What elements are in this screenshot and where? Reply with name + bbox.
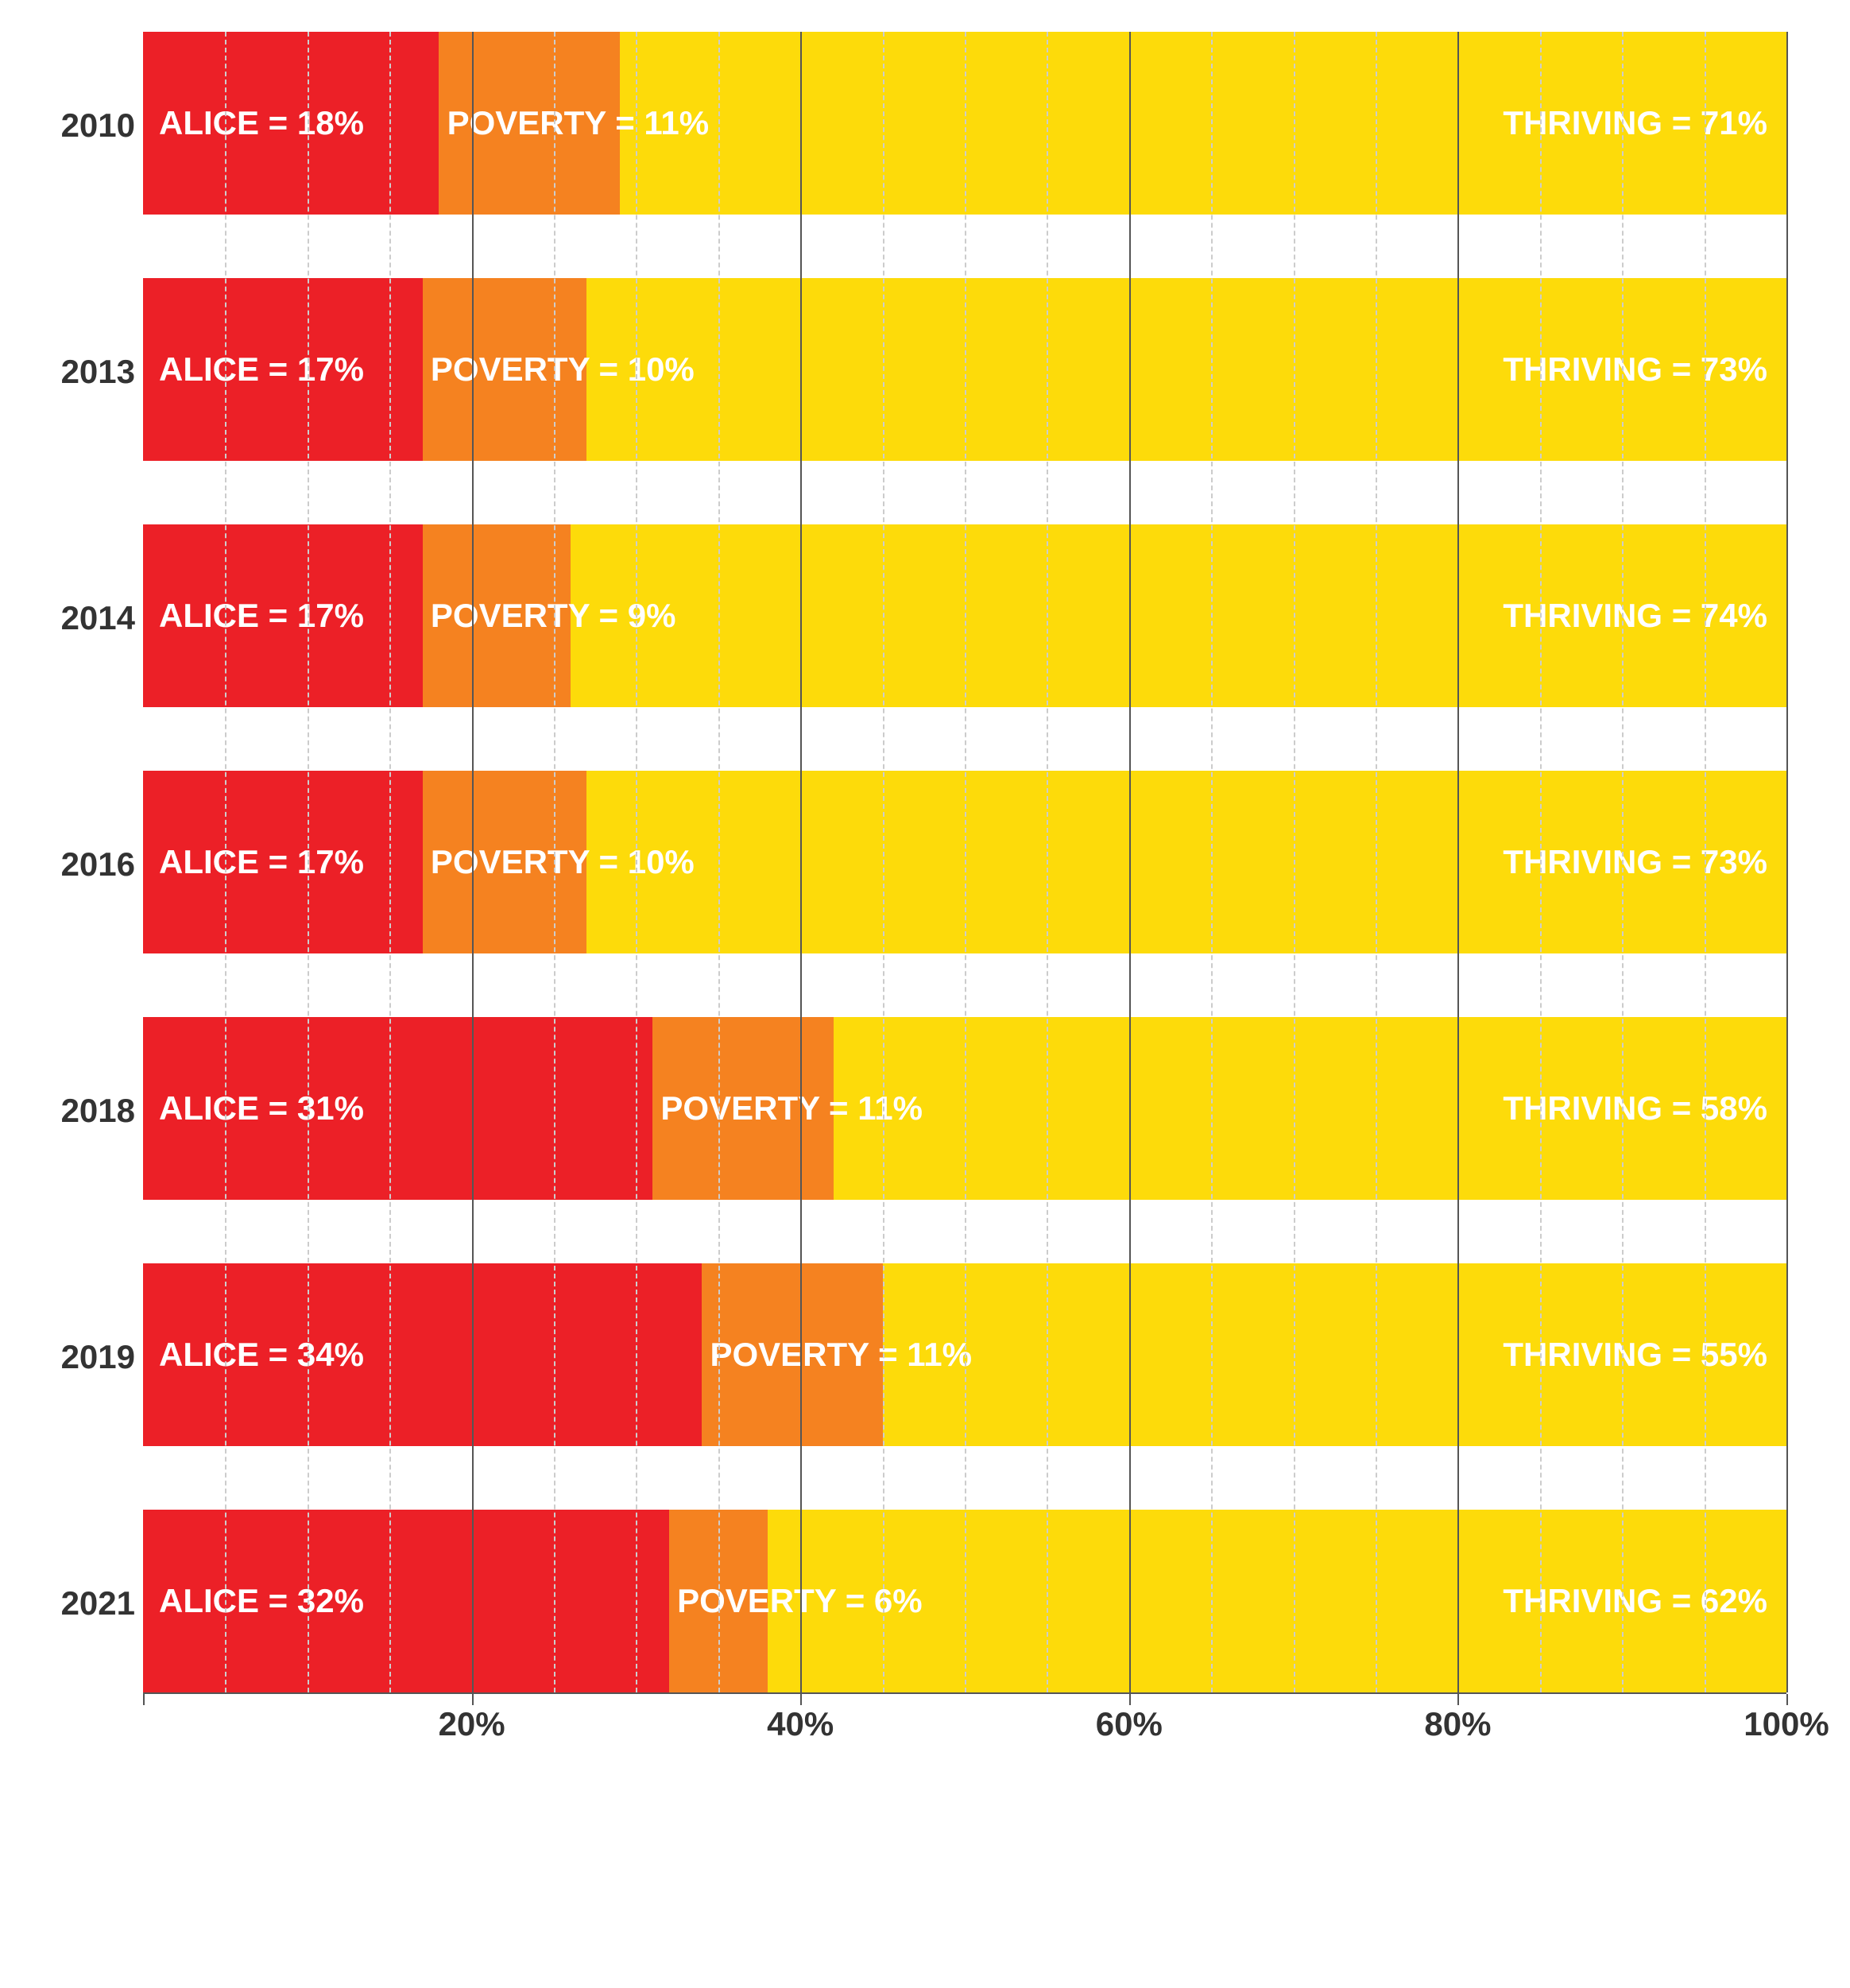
year-label: 2010 [48,106,135,145]
x-axis-label: 60% [1096,1705,1163,1743]
year-label: 2016 [48,845,135,884]
year-label: 2014 [48,599,135,637]
chart-container: 2010ALICE = 18%THRIVING = 71%POVERTY = 1… [0,0,1850,1772]
poverty-segment [439,32,619,215]
bar-row: 2018ALICE = 31%THRIVING = 58%POVERTY = 1… [143,1017,1786,1200]
bar-row: 2016ALICE = 17%THRIVING = 73%POVERTY = 1… [143,771,1786,953]
thriving-segment: THRIVING = 71% [620,32,1786,215]
alice-segment: ALICE = 17% [143,278,423,461]
x-tick [472,1694,474,1705]
x-tick [1129,1694,1131,1705]
bar-stack: ALICE = 34%THRIVING = 55%POVERTY = 11% [143,1263,1786,1446]
thriving-segment: THRIVING = 73% [586,278,1786,461]
x-tick [1457,1694,1459,1705]
bar-stack: ALICE = 17%THRIVING = 74%POVERTY = 9% [143,524,1786,707]
poverty-segment [423,524,571,707]
x-axis-label: 20% [439,1705,505,1743]
bar-row: 2019ALICE = 34%THRIVING = 55%POVERTY = 1… [143,1263,1786,1446]
year-label: 2019 [48,1338,135,1376]
bar-row: 2014ALICE = 17%THRIVING = 74%POVERTY = 9… [143,524,1786,707]
thriving-segment: THRIVING = 62% [768,1510,1786,1692]
x-tick [1786,1694,1788,1705]
bar-stack: ALICE = 32%THRIVING = 62%POVERTY = 6% [143,1510,1786,1692]
poverty-segment [423,278,587,461]
alice-segment: ALICE = 34% [143,1263,702,1446]
x-tick [143,1694,145,1705]
year-label: 2013 [48,353,135,391]
stacked-bar-chart: 2010ALICE = 18%THRIVING = 71%POVERTY = 1… [48,32,1802,1740]
thriving-segment: THRIVING = 73% [586,771,1786,953]
x-axis-label: 40% [767,1705,834,1743]
year-label: 2021 [48,1584,135,1623]
row-gap [143,953,1786,1017]
plot-area: 2010ALICE = 18%THRIVING = 71%POVERTY = 1… [143,32,1786,1692]
alice-segment: ALICE = 17% [143,771,423,953]
bar-stack: ALICE = 17%THRIVING = 73%POVERTY = 10% [143,278,1786,461]
row-gap [143,1200,1786,1263]
poverty-segment [669,1510,768,1692]
row-gap [143,215,1786,278]
x-tick [800,1694,802,1705]
gridline-major [1786,32,1788,1692]
bar-row: 2021ALICE = 32%THRIVING = 62%POVERTY = 6… [143,1510,1786,1692]
poverty-segment [702,1263,882,1446]
thriving-segment: THRIVING = 58% [834,1017,1786,1200]
alice-segment: ALICE = 32% [143,1510,669,1692]
bar-stack: ALICE = 31%THRIVING = 58%POVERTY = 11% [143,1017,1786,1200]
row-gap [143,707,1786,771]
bar-rows: 2010ALICE = 18%THRIVING = 71%POVERTY = 1… [143,32,1786,1692]
bar-row: 2010ALICE = 18%THRIVING = 71%POVERTY = 1… [143,32,1786,215]
year-label: 2018 [48,1092,135,1130]
poverty-segment [652,1017,833,1200]
alice-segment: ALICE = 18% [143,32,439,215]
row-gap [143,461,1786,524]
row-gap [143,1446,1786,1510]
bar-stack: ALICE = 18%THRIVING = 71%POVERTY = 11% [143,32,1786,215]
poverty-segment [423,771,587,953]
thriving-segment: THRIVING = 55% [883,1263,1786,1446]
bar-row: 2013ALICE = 17%THRIVING = 73%POVERTY = 1… [143,278,1786,461]
bar-stack: ALICE = 17%THRIVING = 73%POVERTY = 10% [143,771,1786,953]
alice-segment: ALICE = 31% [143,1017,652,1200]
x-axis-label: 100% [1744,1705,1829,1743]
x-axis: 20%40%60%80%100% [143,1692,1786,1740]
thriving-segment: THRIVING = 74% [571,524,1786,707]
alice-segment: ALICE = 17% [143,524,423,707]
x-axis-label: 80% [1424,1705,1491,1743]
